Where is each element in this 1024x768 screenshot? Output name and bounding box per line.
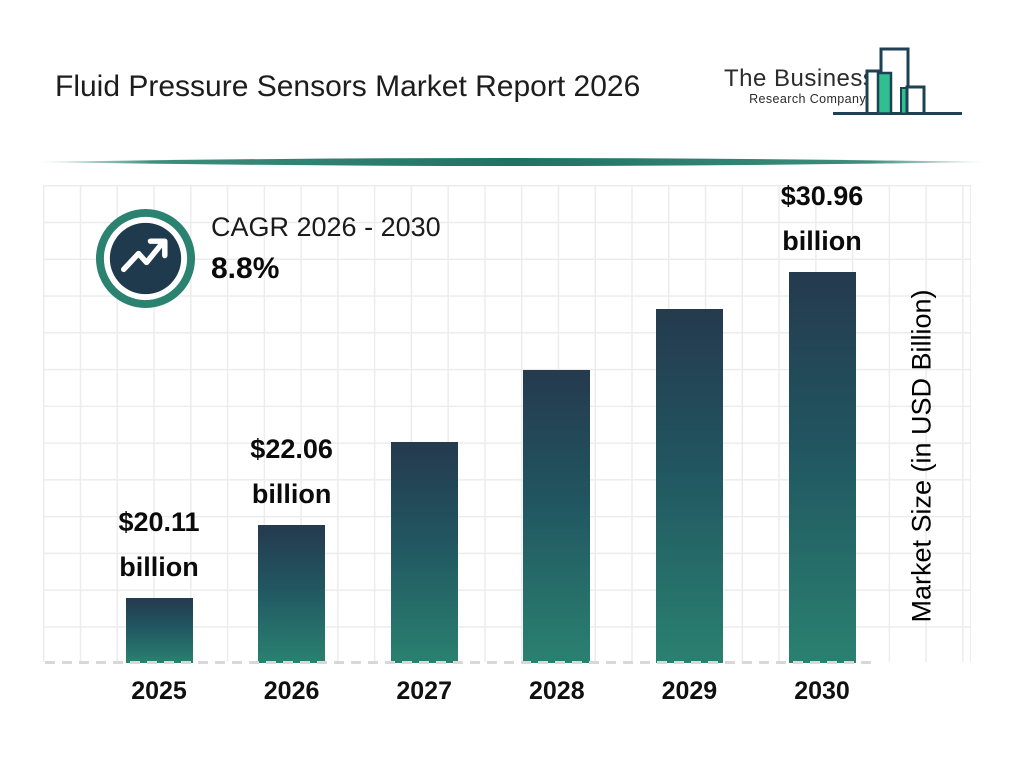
trending-up-icon: [95, 208, 196, 309]
bar-value-label-2030: $30.96 billion: [780, 181, 864, 256]
x-tick-label-2027: 2027: [396, 677, 452, 705]
bar-2025: [125, 598, 193, 663]
bar-2026: [258, 525, 326, 663]
bar-chart-logo-icon: [833, 47, 962, 115]
x-tick-label-2025: 2025: [131, 677, 187, 705]
company-logo: The Business Research Company: [724, 40, 974, 120]
cagr-value: 8.8%: [211, 252, 280, 285]
bar-value-label-2026: $22.06 billion: [250, 434, 333, 509]
bar-2027: [390, 442, 458, 663]
bar-value-label-2025: $20.11 billion: [118, 507, 200, 582]
x-tick-label-2028: 2028: [528, 677, 585, 705]
logo-text-line2: Research Company: [749, 92, 866, 106]
logo-text-line1: The Business: [724, 65, 876, 92]
x-tick-label-2029: 2029: [661, 677, 718, 705]
cagr-text-block: CAGR 2026 - 2030 8.8%: [211, 210, 441, 288]
cagr-badge: [94, 207, 197, 315]
bar-2028: [523, 370, 591, 663]
divider-swoosh: [40, 158, 984, 166]
y-axis-label: Market Size (in USD Billion): [906, 289, 937, 623]
page-title: Fluid Pressure Sensors Market Report 202…: [55, 70, 641, 104]
cagr-period-label: CAGR 2026 - 2030: [211, 212, 441, 242]
bar-2030: [788, 272, 856, 663]
bar-2029: [655, 309, 723, 663]
chart-baseline: [45, 661, 877, 664]
x-tick-label-2026: 2026: [263, 677, 320, 705]
x-tick-label-2030: 2030: [794, 677, 850, 705]
